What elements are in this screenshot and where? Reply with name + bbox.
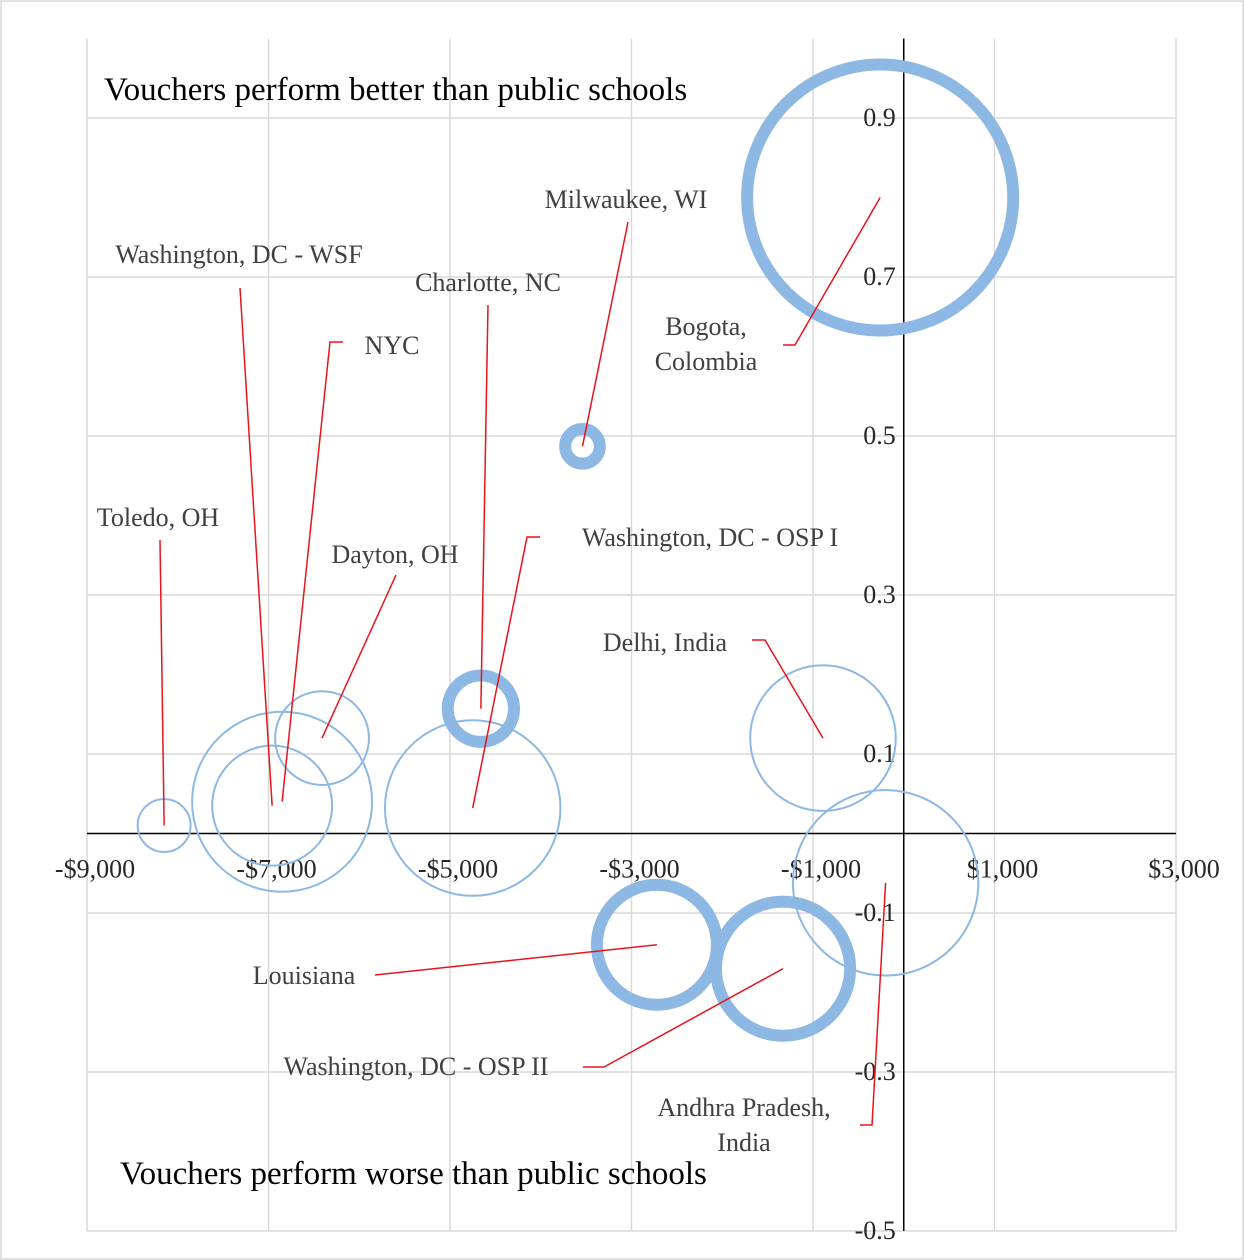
y-tick-label: -0.5: [855, 1216, 896, 1245]
bubble-label: Washington, DC - OSP II: [283, 1052, 549, 1081]
leader-line: [783, 197, 881, 346]
bubble-label: Delhi, India: [602, 628, 728, 657]
bubble: [559, 423, 606, 470]
bubble-label: Toledo, OH: [96, 503, 220, 532]
bubble-label: Charlotte, NC: [415, 268, 561, 297]
bubble: [383, 719, 562, 897]
y-tick-label: 0.3: [863, 580, 896, 609]
bubble-label: Bogota, Colombia: [654, 312, 758, 376]
leader-line: [374, 944, 657, 976]
bubble-label: NYC: [364, 331, 420, 360]
bubble: [274, 690, 370, 787]
bubble: [791, 789, 980, 977]
x-tick-label: -$7,000: [236, 854, 316, 883]
leader-line: [281, 341, 343, 802]
bubble-label: Louisiana: [252, 961, 356, 990]
y-tick-label: -0.1: [855, 898, 896, 927]
leader-line: [321, 574, 397, 739]
leader-line: [581, 221, 629, 447]
y-tick-label: 0.5: [863, 421, 896, 450]
leader-line: [239, 287, 273, 806]
bubble-label: Andhra Pradesh, India: [657, 1093, 831, 1157]
y-tick-label: 0.1: [863, 739, 896, 768]
annotation: Vouchers perform worse than public schoo…: [120, 1156, 707, 1192]
bubble-label: Milwaukee, WI: [544, 185, 708, 214]
x-tick-label: $3,000: [1148, 854, 1220, 883]
bubble-label: Washington, DC - WSF: [115, 240, 363, 269]
x-tick-label: -$3,000: [599, 854, 679, 883]
y-tick-label: 0.7: [863, 262, 896, 291]
annotation: Vouchers perform better than public scho…: [104, 72, 688, 108]
leader-line: [752, 639, 824, 739]
leader-line: [480, 304, 489, 709]
bubble: [709, 895, 857, 1042]
y-tick-label: 0.9: [863, 103, 896, 132]
bubble: [741, 58, 1020, 337]
leader-line: [159, 539, 165, 826]
x-tick-label: -$9,000: [55, 854, 135, 883]
bubble-label: Washington, DC - OSP I: [581, 523, 839, 552]
x-tick-label: -$5,000: [418, 854, 498, 883]
bubble: [749, 664, 897, 812]
bubble: [211, 744, 334, 867]
leader-line: [860, 882, 887, 1126]
leader-line: [471, 536, 540, 809]
bubble-label: Dayton, OH: [331, 540, 459, 569]
leader-line: [583, 967, 784, 1068]
